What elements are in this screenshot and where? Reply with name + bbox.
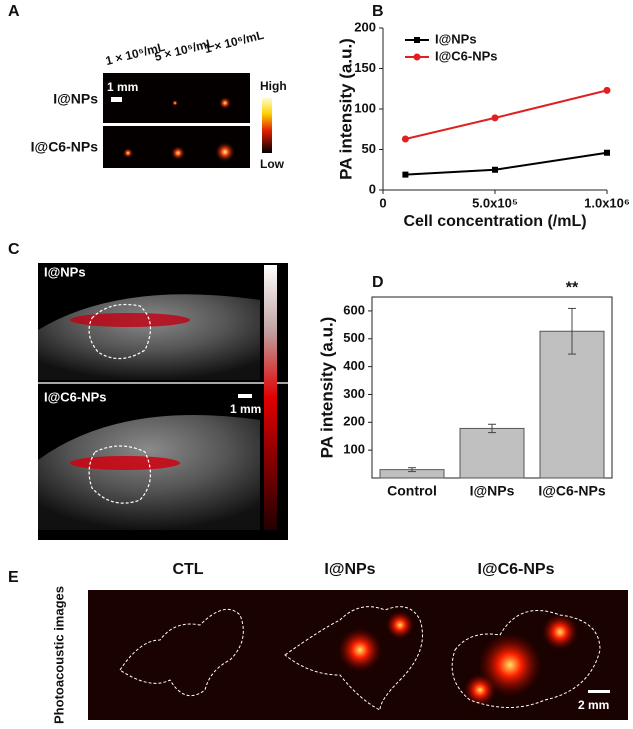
signal xyxy=(464,674,496,706)
x-tick-label: 5.0x10⁵ xyxy=(472,195,518,210)
y-axis-label: PA intensity (a.u.) xyxy=(317,317,336,459)
y-tick-label: 500 xyxy=(343,330,365,345)
x-axis-label: Cell concentration (/mL) xyxy=(403,213,586,230)
spot xyxy=(219,97,231,109)
column-label: CTL xyxy=(172,561,203,578)
scale-bar xyxy=(111,97,122,102)
panel-e: CTL I@NPs I@C6-NPs Photoacoustic images … xyxy=(51,561,628,724)
legend-label: I@NPs xyxy=(435,31,477,46)
pa-overlay xyxy=(70,313,190,327)
colorbar xyxy=(262,97,272,153)
scale-bar xyxy=(588,690,610,693)
panel-c: I@NPs I@C6-NPs 1 mm xyxy=(38,263,288,540)
y-tick-label: 400 xyxy=(343,358,365,373)
series-line xyxy=(405,151,608,176)
annotation: ** xyxy=(566,280,579,297)
colorbar-label: Low xyxy=(260,157,285,171)
y-axis-label: PA intensity (a.u.) xyxy=(336,38,355,180)
x-tick-label: Control xyxy=(387,483,437,499)
column-label: 1 × 10⁶/mL xyxy=(203,28,265,56)
error-bar xyxy=(488,423,496,434)
panel-letter: A xyxy=(8,3,20,20)
tumor-outline xyxy=(451,610,601,708)
y-tick-label: 200 xyxy=(343,414,365,429)
tumor-outline xyxy=(88,303,151,360)
scale-label: 1 mm xyxy=(230,402,261,416)
panel-letter: E xyxy=(8,569,19,586)
signal xyxy=(338,628,382,672)
spot xyxy=(172,100,178,106)
y-tick-label: 50 xyxy=(362,141,376,156)
bar xyxy=(539,330,605,479)
marker xyxy=(491,114,499,122)
row-label: I@NPs xyxy=(53,91,98,107)
signal xyxy=(542,614,578,650)
image-label: I@C6-NPs xyxy=(44,389,107,404)
marker xyxy=(604,149,610,156)
x-tick-label: 0 xyxy=(379,195,386,210)
signal xyxy=(386,611,414,639)
colorbar-label: High xyxy=(260,79,287,93)
y-tick-label: 200 xyxy=(354,19,376,34)
x-tick-label: 1.0x10⁶ xyxy=(584,195,630,210)
us-image xyxy=(38,415,260,530)
tumor-outline xyxy=(284,606,423,711)
y-tick-label: 150 xyxy=(354,60,376,75)
row-label: Photoacoustic images xyxy=(51,586,66,724)
spot xyxy=(123,148,133,158)
marker xyxy=(402,171,409,178)
marker xyxy=(492,166,498,173)
y-tick-label: 300 xyxy=(343,386,365,401)
column-label: I@C6-NPs xyxy=(478,561,555,578)
tumor-outline xyxy=(88,445,151,504)
marker xyxy=(401,135,409,143)
x-tick-label: I@NPs xyxy=(470,483,515,499)
panel-letter: B xyxy=(372,3,384,20)
x-tick-label: I@C6-NPs xyxy=(538,483,606,499)
y-tick-label: 0 xyxy=(369,181,376,196)
y-tick-label: 100 xyxy=(354,100,376,115)
spot xyxy=(171,146,185,160)
y-tick-label: 600 xyxy=(343,302,365,317)
row-label: I@C6-NPs xyxy=(31,139,99,155)
column-label: I@NPs xyxy=(324,561,375,578)
scale-label: 2 mm xyxy=(578,698,609,712)
series-line xyxy=(405,89,608,140)
panel-letter: C xyxy=(8,241,20,258)
signal xyxy=(478,633,542,697)
bar xyxy=(459,427,525,479)
image-label: I@NPs xyxy=(44,264,86,279)
error-bar xyxy=(408,467,416,473)
legend-marker xyxy=(413,53,421,61)
legend-marker xyxy=(414,37,420,43)
scale-bar xyxy=(238,394,252,398)
legend-label: I@C6-NPs xyxy=(435,48,498,63)
error-bar xyxy=(568,307,576,355)
panel-letter: D xyxy=(372,274,384,291)
spot xyxy=(215,142,235,162)
marker xyxy=(603,86,611,94)
tumor-outline xyxy=(119,608,244,697)
colorbar xyxy=(264,265,277,530)
y-tick-label: 100 xyxy=(343,442,365,457)
scale-label: 1 mm xyxy=(107,80,138,94)
panel-a: 1 × 10⁵/mL 5 × 10⁵/mL 1 × 10⁶/mL 1 mm I@… xyxy=(31,28,287,171)
pa-overlay xyxy=(70,456,180,470)
